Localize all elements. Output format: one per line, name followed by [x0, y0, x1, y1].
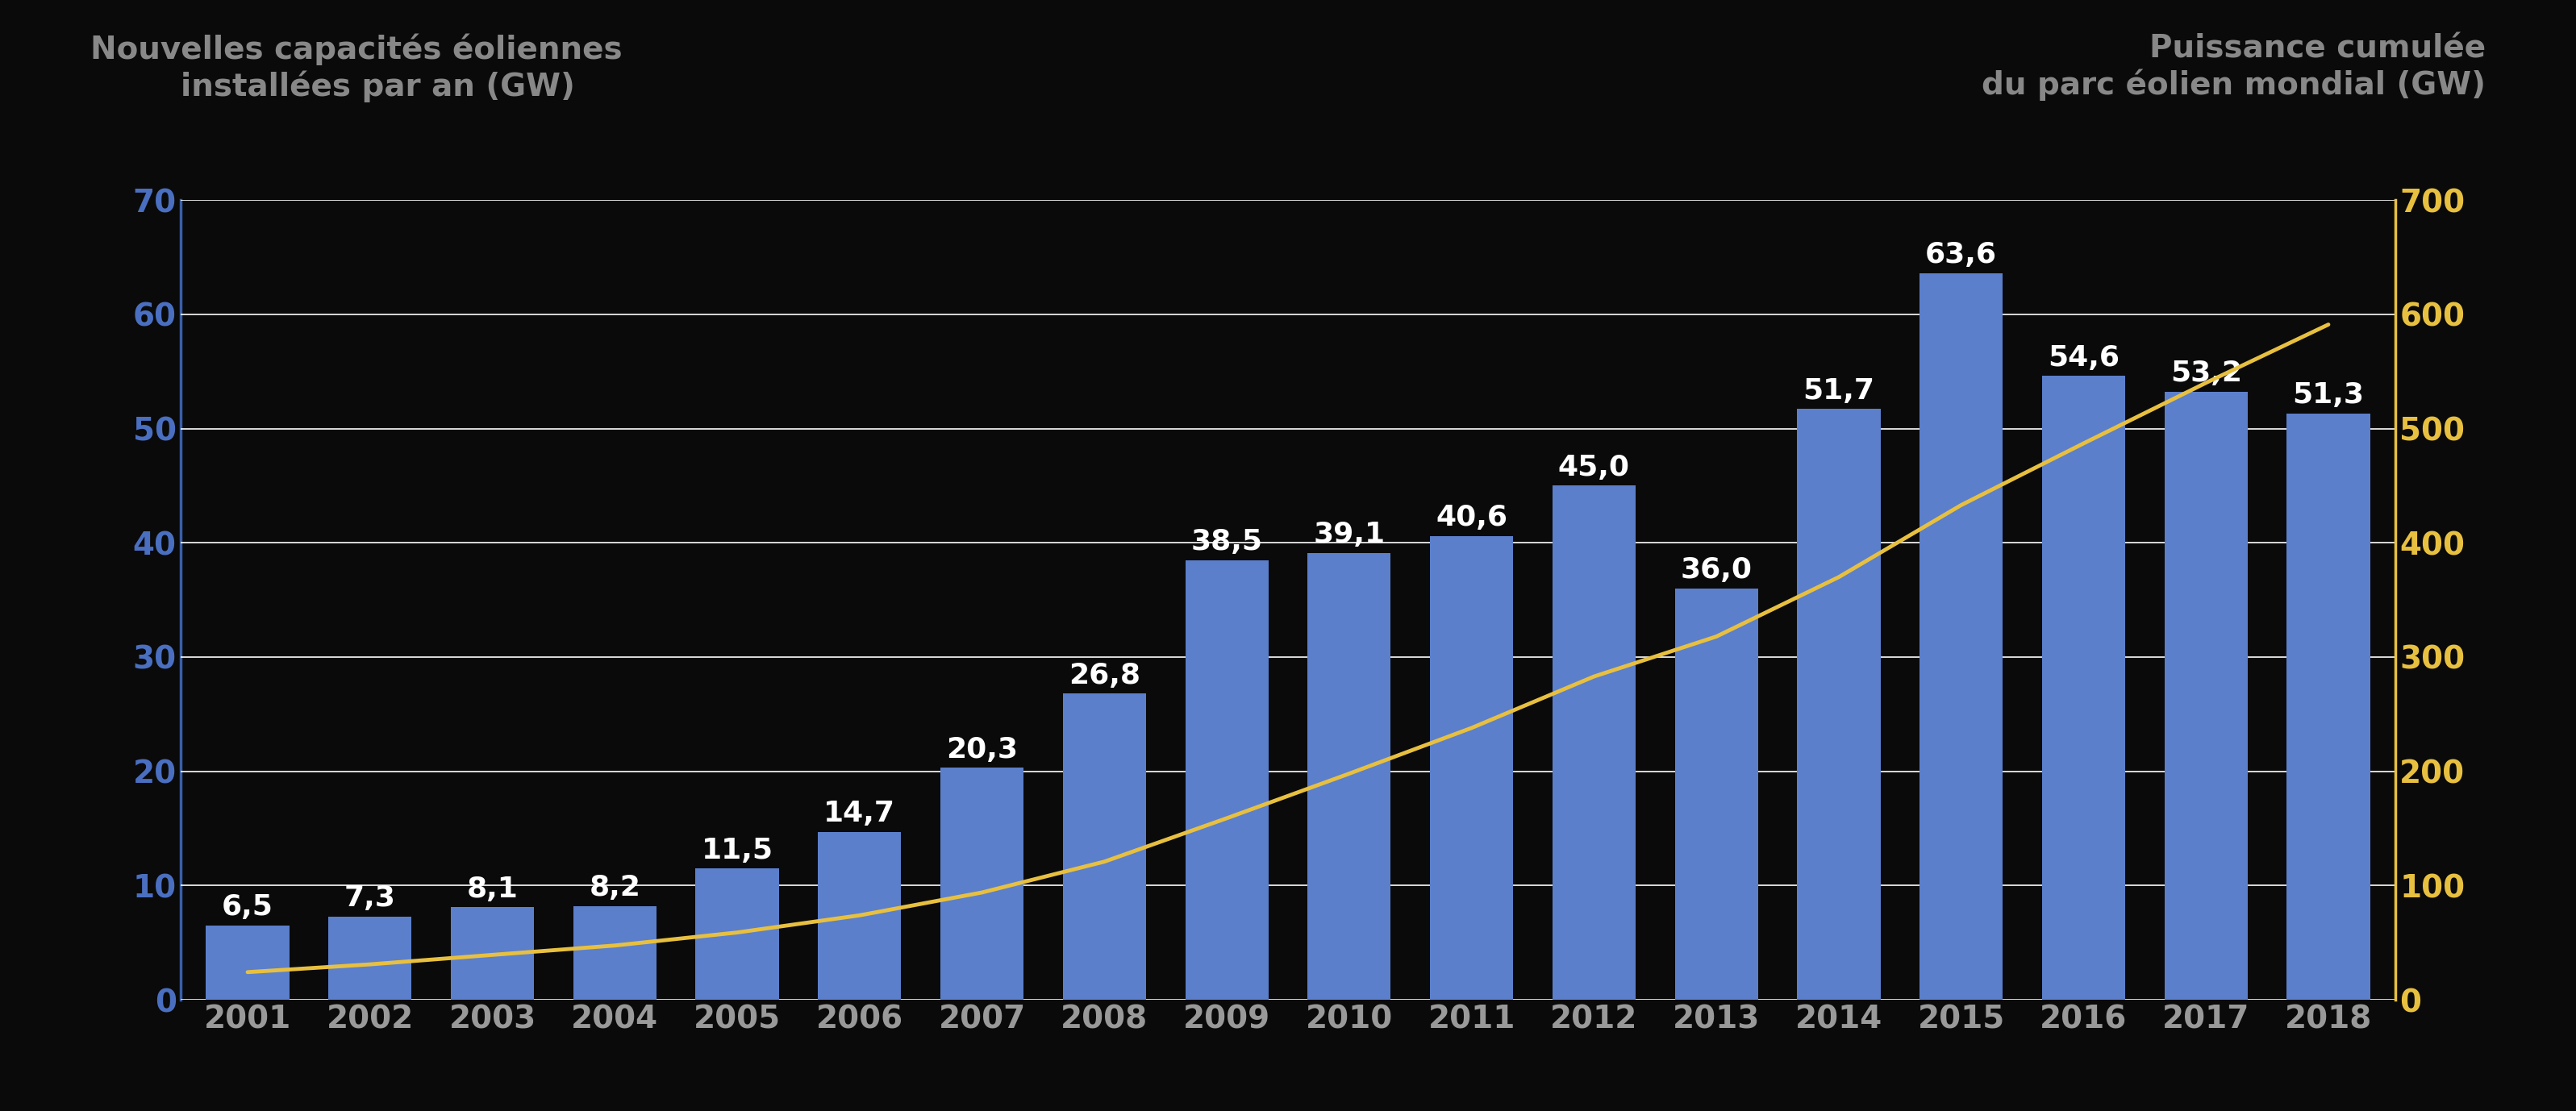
Bar	[2164, 392, 2249, 1000]
Bar	[1674, 589, 1757, 1000]
Text: 36,0: 36,0	[1680, 557, 1752, 584]
Bar	[451, 908, 533, 1000]
Text: 40,6: 40,6	[1435, 504, 1507, 531]
Bar	[940, 768, 1023, 1000]
Text: 6,5: 6,5	[222, 893, 273, 921]
Bar	[2287, 413, 2370, 1000]
Bar	[574, 907, 657, 1000]
Text: 63,6: 63,6	[1924, 241, 1996, 269]
Bar	[1553, 486, 1636, 1000]
Text: 51,3: 51,3	[2293, 382, 2365, 409]
Text: 11,5: 11,5	[701, 837, 773, 864]
Text: 8,1: 8,1	[466, 875, 518, 903]
Text: 54,6: 54,6	[2048, 344, 2120, 371]
Bar	[206, 925, 289, 1000]
Text: 45,0: 45,0	[1558, 453, 1631, 481]
Text: 39,1: 39,1	[1314, 521, 1386, 549]
Text: 14,7: 14,7	[824, 800, 896, 828]
Bar	[1919, 273, 2002, 1000]
Text: Puissance cumulée
du parc éolien mondial (GW): Puissance cumulée du parc éolien mondial…	[1981, 33, 2486, 101]
Bar	[1064, 693, 1146, 1000]
Text: 53,2: 53,2	[2169, 360, 2241, 388]
Bar	[819, 832, 902, 1000]
Bar	[1430, 536, 1512, 1000]
Text: 38,5: 38,5	[1190, 528, 1262, 556]
Text: Nouvelles capacités éoliennes
    installées par an (GW): Nouvelles capacités éoliennes installées…	[90, 33, 623, 102]
Text: 20,3: 20,3	[945, 735, 1018, 763]
Bar	[1309, 553, 1391, 1000]
Bar	[1185, 560, 1267, 1000]
Text: 8,2: 8,2	[590, 874, 641, 902]
Bar	[1798, 409, 1880, 1000]
Bar	[696, 869, 778, 1000]
Text: 51,7: 51,7	[1803, 377, 1875, 404]
Bar	[2043, 376, 2125, 1000]
Text: 7,3: 7,3	[345, 884, 397, 912]
Bar	[327, 917, 412, 1000]
Text: 26,8: 26,8	[1069, 662, 1141, 689]
